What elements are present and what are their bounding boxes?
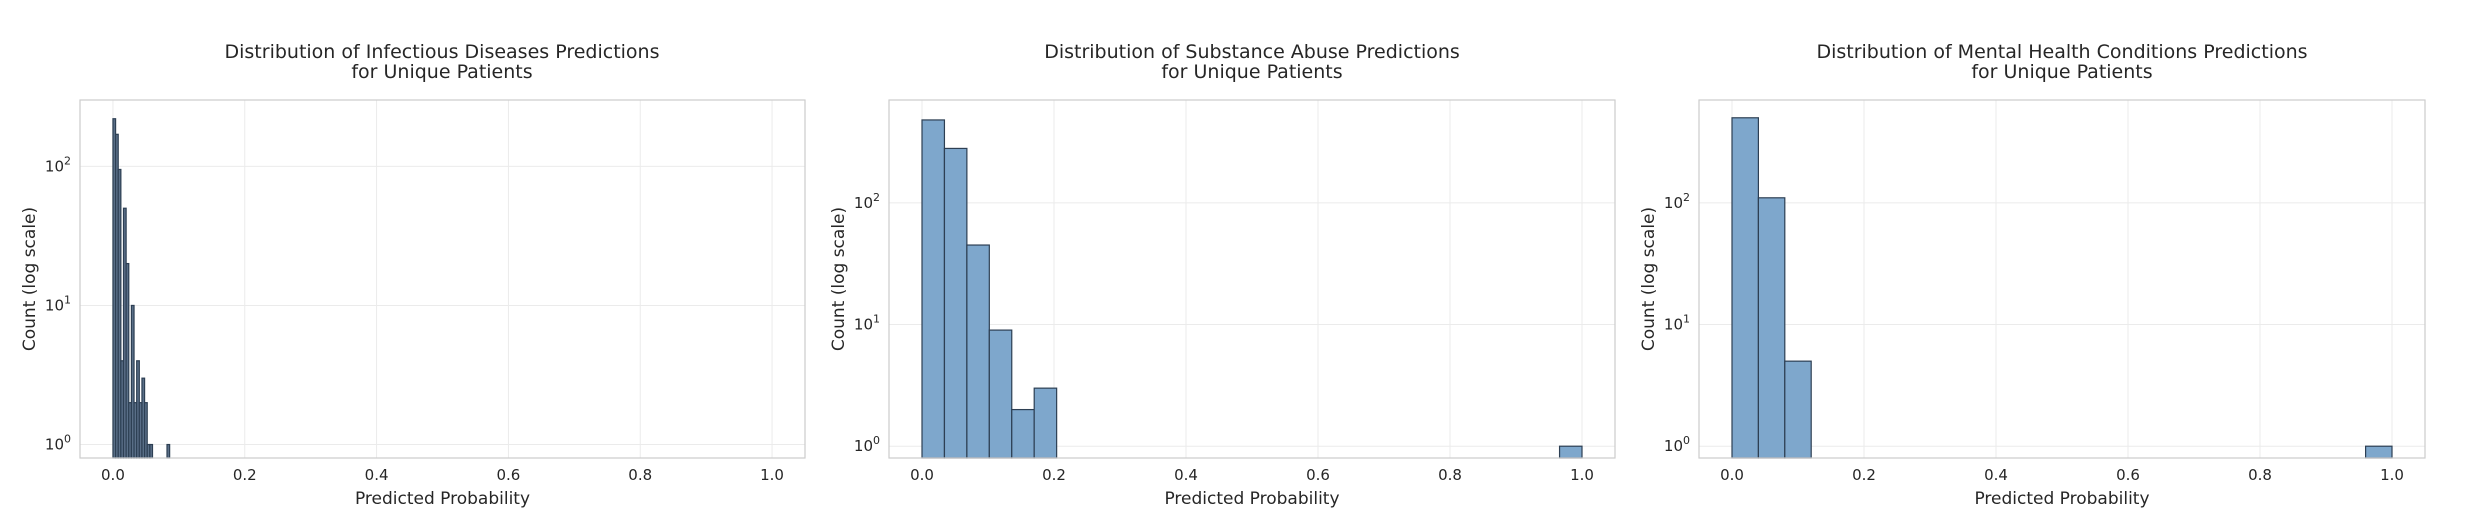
x-tick-label: 1.0 — [760, 466, 784, 484]
x-tick-label: 0.4 — [365, 466, 389, 484]
x-tick-label: 0.8 — [628, 466, 652, 484]
x-tick-label: 0.0 — [910, 466, 934, 484]
y-tick-base: 10 — [1664, 316, 1683, 334]
histogram-bar — [166, 443, 171, 459]
x-tick-label: 0.0 — [1720, 466, 1744, 484]
bars — [1731, 117, 2393, 459]
y-tick-label: 102 — [854, 191, 880, 212]
x-tick-label: 0.6 — [496, 466, 520, 484]
histogram-bar — [1784, 360, 1812, 459]
x-tick-label: 1.0 — [1570, 466, 1594, 484]
histogram-bar — [1011, 408, 1035, 459]
y-tick-exponent: 2 — [64, 154, 71, 167]
y-tick-base: 10 — [854, 316, 873, 334]
y-tick-label: 102 — [45, 154, 71, 175]
x-tick-label: 0.4 — [1174, 466, 1198, 484]
x-tick-label: 0.6 — [2116, 466, 2140, 484]
histogram-bar — [1033, 387, 1058, 459]
plot-frame — [888, 99, 1616, 459]
histogram-bar — [1558, 445, 1583, 459]
chart-title-line-1: Distribution of Infectious Diseases Pred… — [225, 41, 660, 63]
x-tick-label: 0.4 — [1984, 466, 2008, 484]
histogram-bar — [149, 443, 154, 459]
chart-substance-abuse: Distribution of Substance Abuse Predicti… — [829, 41, 1616, 509]
y-axis-label: Count (log scale) — [20, 207, 40, 351]
chart-title-line-1: Distribution of Mental Health Conditions… — [1816, 41, 2307, 63]
y-tick-base: 10 — [45, 157, 64, 175]
plot-frame — [1698, 99, 2426, 459]
y-tick-label: 100 — [854, 434, 880, 455]
histogram-bar — [2365, 445, 2393, 459]
x-ticks: 0.0 0.2 0.4 0.6 0.8 1.0 — [910, 466, 1594, 484]
y-tick-exponent: 0 — [64, 433, 71, 446]
x-ticks: 0.0 0.2 0.4 0.6 0.8 1.0 — [1720, 466, 2404, 484]
y-tick-base: 10 — [45, 436, 64, 454]
y-tick-exponent: 1 — [1683, 313, 1690, 326]
chart-title-line-2: for Unique Patients — [351, 61, 532, 83]
y-tick-base: 10 — [1664, 437, 1683, 455]
bars — [112, 118, 171, 459]
gridlines — [80, 100, 805, 458]
y-tick-label: 102 — [1664, 191, 1690, 212]
chart-title-line-2: for Unique Patients — [1971, 61, 2152, 83]
x-tick-label: 0.6 — [1306, 466, 1330, 484]
bars — [921, 119, 1583, 459]
x-axis-label: Predicted Probability — [1164, 489, 1339, 509]
histogram-bar — [943, 147, 968, 459]
y-tick-base: 10 — [45, 296, 64, 314]
histogram-bar — [1757, 197, 1786, 459]
x-tick-label: 0.2 — [233, 466, 257, 484]
histogram-bar — [1731, 117, 1759, 459]
histogram-bar — [966, 244, 990, 459]
x-axis-label: Predicted Probability — [355, 489, 530, 509]
chart-infectious-diseases: Distribution of Infectious Diseases Pred… — [20, 41, 806, 509]
y-tick-base: 10 — [854, 437, 873, 455]
x-tick-label: 0.2 — [1042, 466, 1066, 484]
y-tick-exponent: 2 — [1683, 191, 1690, 204]
y-tick-base: 10 — [854, 194, 873, 212]
y-tick-label: 101 — [854, 313, 880, 334]
y-axis-label: Count (log scale) — [829, 207, 849, 351]
y-tick-label: 101 — [1664, 313, 1690, 334]
x-tick-label: 1.0 — [2380, 466, 2404, 484]
x-tick-label: 0.2 — [1852, 466, 1876, 484]
y-tick-exponent: 0 — [873, 434, 880, 447]
plot-frame — [79, 99, 806, 459]
y-tick-exponent: 0 — [1683, 434, 1690, 447]
chart-title-line-1: Distribution of Substance Abuse Predicti… — [1044, 41, 1460, 63]
y-tick-exponent: 1 — [873, 313, 880, 326]
x-tick-label: 0.0 — [101, 466, 125, 484]
histogram-bar — [988, 329, 1013, 459]
y-axis-label: Count (log scale) — [1639, 207, 1659, 351]
histogram-bar — [921, 119, 946, 459]
x-tick-label: 0.8 — [2248, 466, 2272, 484]
x-axis-label: Predicted Probability — [1974, 489, 2149, 509]
x-tick-label: 0.8 — [1438, 466, 1462, 484]
y-tick-label: 100 — [45, 433, 71, 454]
y-tick-base: 10 — [1664, 194, 1683, 212]
x-ticks: 0.0 0.2 0.4 0.6 0.8 1.0 — [101, 466, 784, 484]
y-tick-label: 101 — [45, 293, 71, 314]
chart-mental-health-conditions: Distribution of Mental Health Conditions… — [1639, 41, 2426, 509]
y-tick-label: 100 — [1664, 434, 1690, 455]
y-tick-exponent: 1 — [64, 293, 71, 306]
y-tick-exponent: 2 — [873, 191, 880, 204]
chart-title-line-2: for Unique Patients — [1161, 61, 1342, 83]
